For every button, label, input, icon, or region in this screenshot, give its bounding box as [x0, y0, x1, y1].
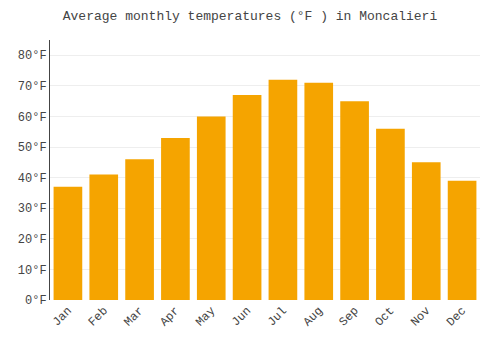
svg-text:Aug: Aug: [301, 304, 326, 329]
svg-text:Dec: Dec: [444, 304, 469, 329]
svg-text:Jul: Jul: [265, 304, 290, 329]
svg-text:10°F: 10°F: [18, 264, 47, 278]
svg-text:20°F: 20°F: [18, 233, 47, 247]
svg-text:Average monthly temperatures (: Average monthly temperatures (°F ) in Mo…: [63, 9, 438, 24]
svg-text:50°F: 50°F: [18, 141, 47, 155]
svg-text:Apr: Apr: [157, 304, 182, 329]
svg-text:70°F: 70°F: [18, 80, 47, 94]
svg-text:Feb: Feb: [86, 304, 111, 329]
svg-text:Jan: Jan: [50, 304, 75, 329]
svg-text:60°F: 60°F: [18, 111, 47, 125]
svg-text:Sep: Sep: [336, 304, 361, 329]
svg-text:Mar: Mar: [121, 304, 146, 329]
svg-text:Oct: Oct: [372, 304, 397, 329]
svg-text:Jun: Jun: [229, 304, 254, 329]
svg-text:0°F: 0°F: [25, 294, 47, 308]
svg-text:30°F: 30°F: [18, 202, 47, 216]
svg-text:40°F: 40°F: [18, 172, 47, 186]
svg-text:Nov: Nov: [408, 304, 433, 329]
svg-text:May: May: [193, 304, 218, 329]
svg-text:80°F: 80°F: [18, 49, 47, 63]
